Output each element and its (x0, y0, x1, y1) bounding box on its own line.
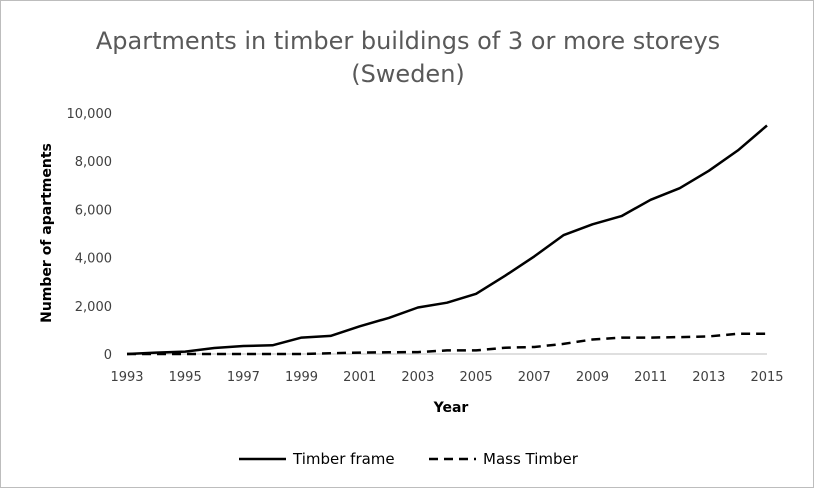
x-tick-label: 1997 (227, 370, 260, 385)
x-tick-label: 2015 (750, 370, 783, 385)
x-tick-label: 1999 (285, 370, 318, 385)
y-axis-label: Number of apartments (39, 143, 55, 323)
y-tick-label: 0 (104, 348, 112, 363)
chart-title: Apartments in timber buildings of 3 or m… (96, 27, 720, 55)
x-tick-label: 2003 (401, 370, 434, 385)
series-line-timber-frame (126, 124, 768, 356)
x-tick-label: 2013 (692, 370, 725, 385)
legend-label-timber-frame: Timber frame (292, 450, 395, 468)
y-tick-label: 4,000 (75, 252, 112, 267)
y-tick-label: 10,000 (67, 107, 113, 122)
y-tick-label: 2,000 (75, 300, 112, 315)
legend-label-mass-timber: Mass Timber (483, 450, 579, 468)
y-axis-ticks: 0 2,000 4,000 6,000 8,000 10,000 (67, 107, 113, 363)
x-tick-label: 1995 (169, 370, 202, 385)
legend: Timber frame Mass Timber (239, 450, 579, 468)
chart-subtitle: (Sweden) (351, 60, 465, 88)
series-line-mass-timber (127, 332, 767, 356)
x-tick-label: 2009 (576, 370, 609, 385)
x-axis-label: Year (433, 400, 469, 416)
series-layer (126, 124, 768, 356)
x-tick-label: 1993 (110, 370, 143, 385)
x-tick-label: 2005 (460, 370, 493, 385)
x-tick-label: 2011 (634, 370, 667, 385)
y-tick-label: 8,000 (75, 155, 112, 170)
y-tick-label: 6,000 (75, 203, 112, 218)
x-tick-label: 2007 (518, 370, 551, 385)
x-axis-ticks: 1993 1995 1997 1999 2001 2003 2005 2007 2009 2011… (110, 370, 783, 385)
x-tick-label: 2001 (343, 370, 376, 385)
